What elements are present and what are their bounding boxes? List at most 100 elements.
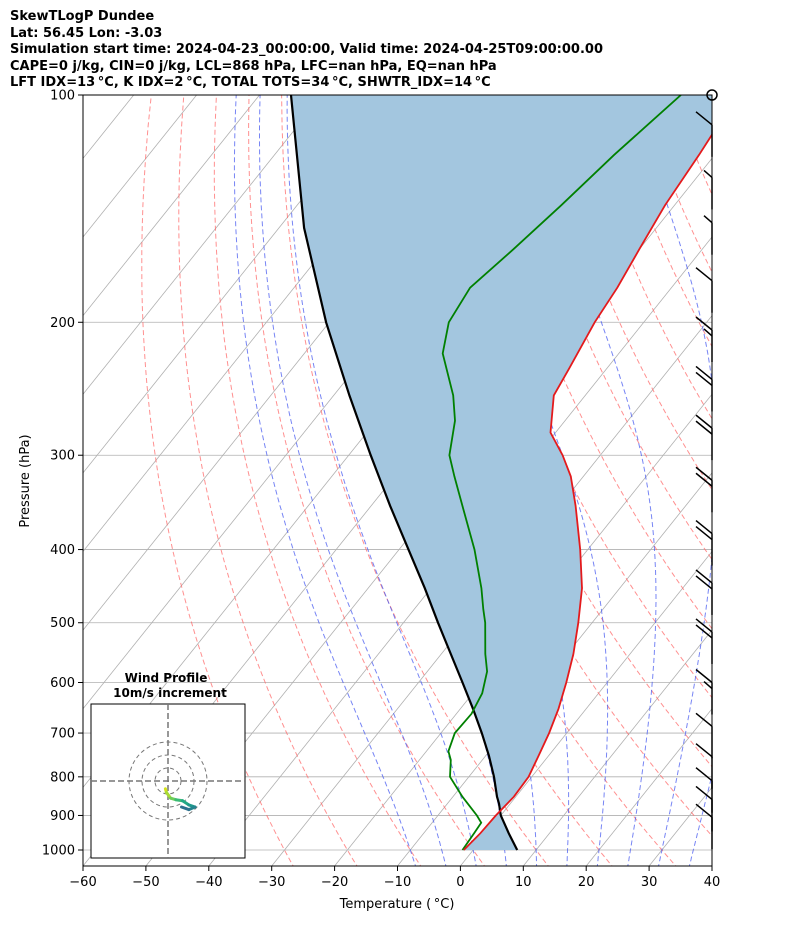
x-tick-label: −40 — [195, 875, 222, 890]
barb-full — [695, 618, 713, 633]
dry-adiabat — [770, 95, 794, 869]
barb-full — [695, 624, 713, 639]
y-tick-label: 900 — [50, 809, 75, 824]
x-tick-label: −20 — [321, 875, 348, 890]
barb-full — [695, 316, 713, 331]
isotherm-line — [585, 708, 712, 866]
dry-adiabat — [704, 95, 712, 115]
x-tick-label: 0 — [456, 875, 464, 890]
dry-adiabat — [738, 95, 794, 869]
barb-full — [695, 365, 713, 381]
dry-adiabat — [574, 95, 712, 420]
wind-barb — [703, 169, 713, 210]
barb-full — [695, 420, 713, 435]
x-tick-label: 10 — [515, 875, 532, 890]
hodograph-layer — [91, 704, 245, 858]
wind-barb — [695, 111, 713, 157]
isotherm-line — [648, 786, 712, 866]
y-tick-label: 100 — [50, 89, 75, 104]
dry-adiabat — [213, 95, 422, 866]
hodograph-segment — [180, 805, 191, 812]
temperature-line — [463, 133, 712, 851]
dry-adiabat — [248, 95, 486, 866]
wind-barb — [695, 466, 713, 513]
barb-half — [703, 215, 713, 224]
y-tick-label: 800 — [50, 770, 75, 785]
parcel-profile-line — [289, 95, 519, 851]
wind-barb — [695, 519, 713, 566]
wind-barb — [695, 803, 713, 850]
barb-full — [695, 519, 713, 535]
moist-adiabat — [259, 95, 447, 866]
x-tick-label: 40 — [704, 875, 721, 890]
chart-title: SkewTLogP Dundee — [10, 9, 155, 24]
wind-barb — [695, 668, 713, 715]
isotherm-line — [775, 95, 794, 866]
wind-barb — [695, 785, 713, 832]
calm-circle — [706, 89, 718, 101]
dry-adiabat — [672, 95, 712, 196]
isotherm-line — [83, 95, 197, 238]
isotherm-line — [522, 629, 712, 866]
barb-full — [695, 466, 713, 481]
isotherm-line — [83, 95, 260, 317]
y-axis-label: Pressure (hPa) — [18, 434, 33, 527]
axis-layer: −60 −50 −40 −30 −20 −10 0 10 20 30 40 1000 900 800 700… — [42, 89, 720, 891]
inset-title: Wind Profile — [125, 671, 208, 685]
moist-adiabat — [632, 95, 712, 866]
y-tick-label: 500 — [50, 616, 75, 631]
wind-barb — [703, 215, 713, 255]
barb-full — [695, 267, 713, 282]
barb-full — [695, 712, 713, 727]
barb-full — [695, 767, 713, 782]
x-tick-label: −10 — [384, 875, 411, 890]
profile-layer — [289, 95, 712, 851]
dry-adiabat — [639, 95, 712, 274]
barb-half — [703, 169, 713, 178]
location-line: Lat: 56.45 Lon: -3.03 — [10, 25, 163, 41]
barb-full — [695, 743, 713, 758]
dry-adiabat — [141, 95, 294, 866]
x-tick-label: 20 — [578, 875, 595, 890]
barb-full — [695, 414, 713, 429]
barb-half — [703, 680, 713, 690]
wind-barb — [695, 316, 713, 362]
dewpoint-line — [441, 95, 682, 851]
barb-full — [695, 525, 713, 541]
barb-half — [703, 328, 713, 337]
wind-barbs — [695, 89, 718, 850]
isotherm-line — [83, 95, 323, 395]
x-tick-label: −50 — [132, 875, 159, 890]
y-tick-label: 300 — [50, 449, 75, 464]
x-tick-label: −60 — [69, 875, 96, 890]
barb-full — [695, 575, 713, 590]
x-tick-label: 30 — [641, 875, 658, 890]
indices-line: LFT IDX=13 °C, K IDX=2 °C, TOTAL TOTS=34… — [10, 75, 491, 90]
moist-adiabat — [533, 95, 657, 866]
wind-barb — [706, 89, 718, 101]
isotherm-line — [334, 393, 712, 866]
dry-adiabat — [444, 95, 712, 699]
wind-barb — [695, 569, 713, 615]
wind-barb — [695, 365, 713, 412]
dry-adiabat — [178, 95, 358, 866]
barb-full — [695, 668, 713, 684]
chart-header: SkewTLogP Dundee Lat: 56.45 Lon: -3.03 S… — [10, 9, 603, 92]
barb-full — [695, 472, 713, 487]
cin-shading — [291, 95, 712, 850]
dry-adiabat — [476, 95, 712, 630]
barb-full — [695, 111, 713, 126]
isotherm-line — [83, 95, 386, 474]
wind-barb — [695, 267, 713, 313]
dry-adiabat — [378, 95, 712, 837]
time-line: Simulation start time: 2024-04-23_00:00:… — [10, 42, 603, 57]
wind-barb — [695, 712, 713, 759]
wind-barb — [695, 414, 713, 461]
y-tick-label: 400 — [50, 543, 75, 558]
inset-subtitle: 10m/s increment — [113, 686, 227, 700]
y-tick-label: 700 — [50, 727, 75, 742]
y-tick-label: 600 — [50, 676, 75, 691]
y-tick-label: 1000 — [42, 844, 75, 859]
wind-barb — [695, 618, 713, 664]
